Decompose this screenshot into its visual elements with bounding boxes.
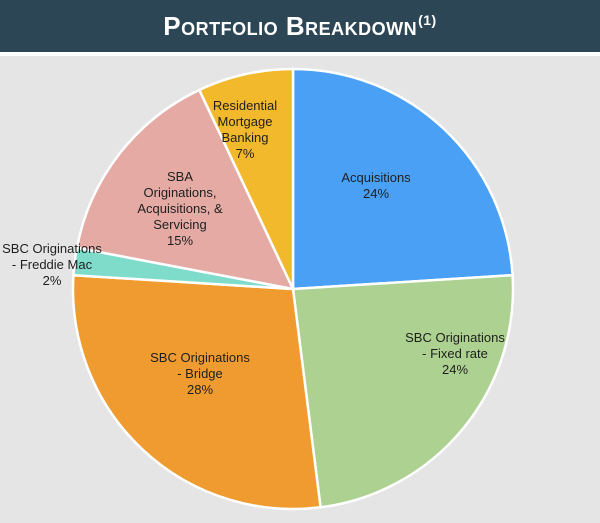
footnote-marker: (1) [418,11,437,28]
page-title: Portfolio Breakdown(1) [163,11,436,42]
slice-label-line: - Bridge [177,366,223,381]
slice-label: SBA Originations, Acquisitions, & Servicing… [137,169,223,248]
title-banner: Portfolio Breakdown(1) [0,0,600,52]
slice-label: SBC Originations - Freddie Mac 2% [2,241,102,288]
slice-label-line: 28% [187,382,213,397]
slice-label-line: 15% [167,233,193,248]
slice-label-line: Mortgage [218,114,273,129]
slice-label: Residential Mortgage Banking 7% [213,98,277,161]
slice-label-line: - Freddie Mac [12,257,93,272]
slice-label-line: - Fixed rate [422,346,488,361]
pie-slice [291,67,514,291]
slice-label: Acquisitions 24% [341,170,411,201]
slice-label-line: SBC Originations [150,350,250,365]
slice-label-line: 24% [363,186,389,201]
slice-label-line: Acquisitions, & [137,201,223,216]
slice-label-line: Servicing [153,217,206,232]
slice-label-line: 7% [236,146,255,161]
slice-label-line: 2% [43,273,62,288]
slice-label-line: Originations, [144,185,217,200]
pie-slice [71,273,322,511]
slice-label-line: SBA [167,169,193,184]
pie-slice [197,67,295,290]
slice-label-line: 24% [442,362,468,377]
slice-label-line: Banking [222,130,269,145]
slice-label: SBC Originations - Bridge 28% [150,350,250,397]
slice-label-line: SBC Originations [2,241,102,256]
slice-label-line: SBC Originations [405,330,505,345]
pie-slice [291,273,515,509]
pie-slice [75,88,296,291]
slice-label-line: Residential [213,98,277,113]
slice-label: SBC Originations - Fixed rate 24% [405,330,505,377]
slice-label-line: Acquisitions [341,170,411,185]
page-title-text: Portfolio Breakdown [163,10,418,41]
